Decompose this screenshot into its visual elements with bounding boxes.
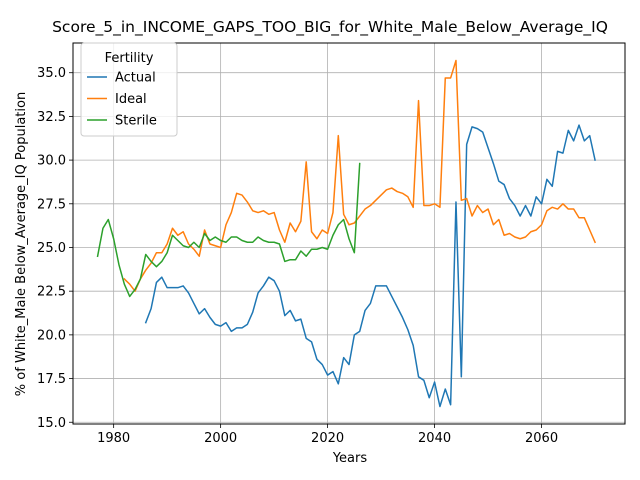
x-axis-ticks: 1980 2000 2020 2040 2060 [97, 424, 558, 446]
y-tick-label: 15.0 [37, 416, 66, 431]
x-tick-label: 2040 [418, 431, 451, 446]
series-line-sterile [96, 162, 361, 298]
legend-label-ideal: Ideal [115, 92, 147, 107]
chart-title: Score_5_in_INCOME_GAPS_TOO_BIG_for_White… [52, 18, 608, 37]
x-tick-label: 1980 [97, 431, 130, 446]
x-tick-label: 2020 [311, 431, 344, 446]
x-axis-label: Years [332, 451, 368, 466]
legend-label-actual: Actual [115, 71, 156, 86]
legend-frame [80, 42, 178, 137]
y-tick-label: 17.5 [37, 372, 66, 387]
y-tick-label: 27.5 [37, 197, 66, 212]
y-tick-label: 22.5 [37, 285, 66, 300]
series-layer [96, 59, 597, 408]
y-tick-label: 25.0 [37, 241, 66, 256]
x-tick-label: 2060 [525, 431, 558, 446]
series-line-actual [144, 124, 596, 408]
y-tick-label: 32.5 [37, 110, 66, 125]
y-axis-label: % of White_Male Below_Average_IQ Populat… [14, 92, 29, 396]
x-tick-label: 2000 [204, 431, 237, 446]
y-tick-label: 30.0 [37, 154, 66, 169]
legend-items: Actual Ideal Sterile [87, 71, 157, 129]
legend: Fertility Actual Ideal Sterile [80, 42, 178, 137]
y-tick-label: 35.0 [37, 66, 66, 81]
legend-label-sterile: Sterile [115, 114, 157, 129]
axes-frame [72, 42, 626, 425]
legend-title: Fertility [105, 51, 154, 66]
y-axis-ticks: 15.0 17.5 20.0 22.5 25.0 27.5 30.0 32.5 35.0 [37, 66, 73, 431]
y-tick-label: 20.0 [37, 328, 66, 343]
